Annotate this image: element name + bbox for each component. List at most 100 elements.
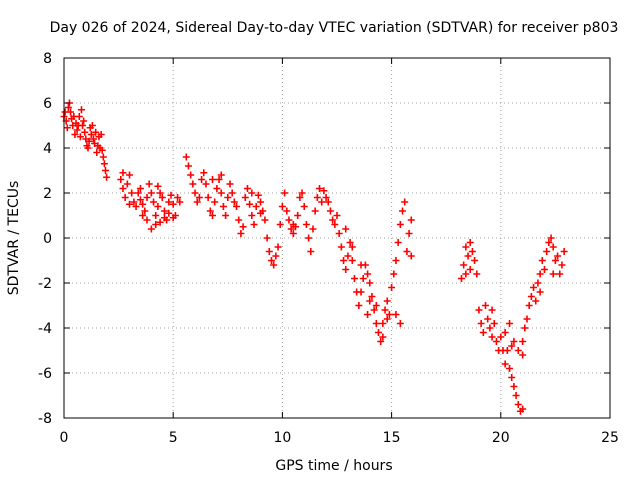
data-point <box>257 209 265 217</box>
data-point <box>211 198 219 206</box>
data-point <box>536 288 544 296</box>
data-point <box>191 189 199 197</box>
data-point <box>521 324 529 332</box>
data-point <box>289 230 297 237</box>
data-point <box>206 207 214 215</box>
data-point <box>285 216 293 224</box>
data-point <box>464 252 472 260</box>
data-point <box>370 306 378 314</box>
data-point <box>80 117 88 125</box>
data-point <box>501 329 509 336</box>
data-point <box>399 207 407 215</box>
data-point <box>477 320 485 327</box>
data-point <box>484 315 492 323</box>
data-point <box>92 128 100 136</box>
data-point <box>324 198 332 206</box>
data-point <box>176 198 184 206</box>
data-point <box>396 320 404 327</box>
data-point <box>527 293 535 300</box>
data-point <box>407 216 415 224</box>
data-point <box>510 338 518 345</box>
y-tick-label: 4 <box>43 141 52 157</box>
data-point <box>160 207 168 215</box>
data-point <box>241 194 249 201</box>
data-point <box>403 248 411 255</box>
data-point <box>248 212 256 219</box>
y-tick-label: -8 <box>38 411 52 427</box>
data-point <box>492 338 500 345</box>
data-point <box>326 207 334 215</box>
data-point <box>536 270 544 278</box>
data-point <box>246 200 254 208</box>
data-point <box>235 216 243 224</box>
data-point <box>237 230 245 237</box>
data-point <box>331 221 339 228</box>
data-point <box>385 311 393 318</box>
data-point <box>274 243 282 251</box>
data-point <box>254 191 262 199</box>
data-point <box>132 203 140 210</box>
data-point <box>316 185 324 192</box>
data-point <box>263 234 271 242</box>
data-point <box>479 329 487 336</box>
y-tick-label: 0 <box>43 231 52 247</box>
data-point <box>311 207 319 215</box>
data-point <box>160 214 168 222</box>
data-point <box>150 198 158 206</box>
data-point <box>121 194 129 201</box>
data-point <box>510 383 518 390</box>
data-point <box>134 189 142 197</box>
data-point <box>123 180 131 188</box>
data-point <box>184 162 192 170</box>
data-point <box>136 196 144 204</box>
data-point <box>342 225 350 233</box>
data-point <box>298 189 306 197</box>
data-point <box>215 176 223 183</box>
data-point <box>88 122 96 129</box>
data-point <box>305 234 313 242</box>
data-point <box>209 212 217 219</box>
data-point <box>81 128 89 136</box>
y-tick-label: 6 <box>43 96 52 112</box>
data-point <box>278 203 286 210</box>
data-point <box>117 176 125 183</box>
data-point <box>366 297 374 305</box>
data-point <box>405 230 413 237</box>
data-point <box>388 284 396 291</box>
data-point <box>309 225 317 233</box>
data-point <box>560 248 568 255</box>
data-point <box>383 315 391 323</box>
data-point <box>462 243 470 251</box>
data-point <box>136 185 144 192</box>
data-point <box>101 167 109 174</box>
data-point <box>198 176 206 183</box>
axis-ticks: 0 5 10 15 20 25 -8 -6 -4 -2 0 2 4 6 8 <box>38 51 619 446</box>
data-point <box>508 374 516 381</box>
data-point <box>460 261 468 269</box>
data-point <box>93 149 101 156</box>
data-point <box>213 185 221 192</box>
data-point <box>471 257 479 264</box>
data-point <box>390 270 398 278</box>
data-point <box>128 189 136 197</box>
data-point <box>265 248 273 255</box>
x-axis-label: GPS time / hours <box>275 458 392 474</box>
x-tick-label: 0 <box>60 430 69 446</box>
data-point <box>372 320 380 327</box>
data-point <box>497 333 505 341</box>
data-point <box>368 293 376 300</box>
data-point <box>222 212 230 219</box>
data-point <box>145 180 153 188</box>
data-point <box>85 137 93 145</box>
data-point <box>79 122 87 129</box>
data-point <box>538 257 546 264</box>
data-point <box>392 311 400 318</box>
data-point <box>344 252 352 260</box>
data-point <box>313 194 321 201</box>
data-point <box>462 270 470 278</box>
data-point <box>359 275 367 282</box>
data-point <box>70 113 78 120</box>
data-point <box>486 324 494 332</box>
data-point <box>252 203 260 210</box>
